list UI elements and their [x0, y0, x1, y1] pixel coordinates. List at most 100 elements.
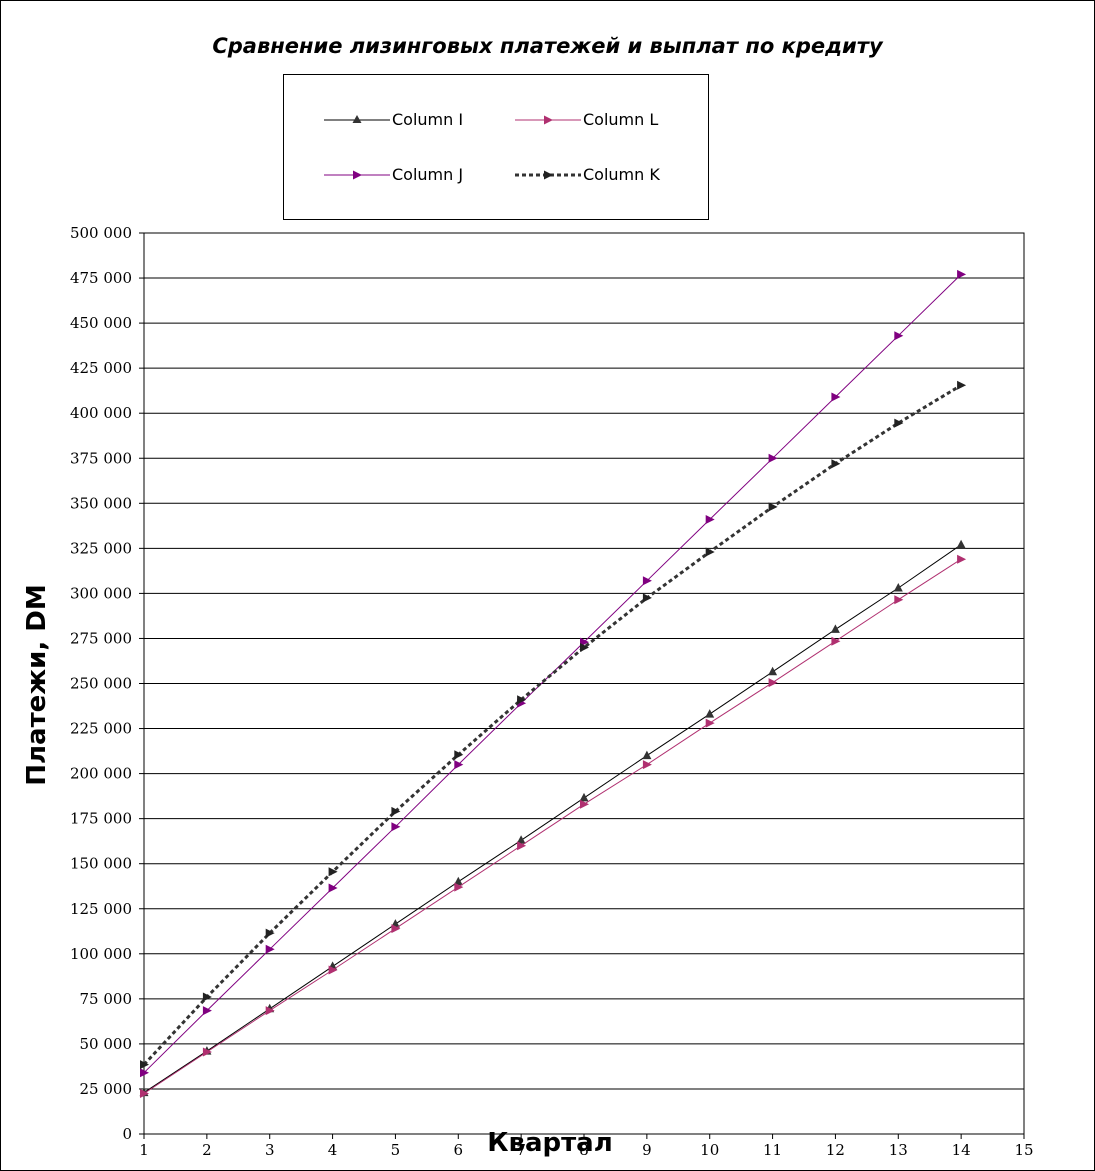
series-line-column-l — [143, 558, 962, 1094]
data-point-column-k — [391, 806, 401, 816]
legend-marker-column-l — [515, 115, 581, 125]
y-tick-label: 225 000 — [70, 720, 132, 738]
legend-label-column-j: Column J — [392, 165, 464, 184]
data-point-column-l — [957, 554, 967, 564]
data-point-column-i — [642, 750, 652, 760]
x-tick-label: 8 — [579, 1141, 589, 1159]
x-tick-label: 6 — [454, 1141, 464, 1159]
y-tick-label: 175 000 — [70, 810, 132, 828]
x-tick-label: 9 — [642, 1141, 652, 1159]
x-tick-label: 11 — [763, 1141, 782, 1159]
x-tick-label: 5 — [391, 1141, 401, 1159]
data-point-column-i — [516, 835, 526, 844]
data-point-column-k — [705, 547, 715, 557]
x-tick-label: 10 — [700, 1141, 719, 1159]
legend-marker-column-i — [324, 115, 390, 123]
data-point-column-l — [265, 1006, 275, 1016]
data-point-column-k — [957, 380, 967, 390]
y-tick-label: 125 000 — [70, 900, 132, 918]
data-point-column-l — [705, 718, 715, 728]
data-point-column-l — [328, 965, 338, 975]
y-tick-label: 350 000 — [70, 494, 132, 512]
data-point-column-j — [705, 515, 715, 524]
data-point-column-k — [328, 867, 338, 877]
data-point-column-j — [328, 883, 338, 893]
data-point-column-j — [454, 760, 464, 770]
data-point-column-k — [580, 643, 589, 652]
data-point-column-i — [830, 624, 840, 633]
data-point-column-j — [957, 269, 967, 279]
data-point-column-k — [140, 1060, 149, 1070]
y-tick-label: 475 000 — [70, 269, 132, 287]
x-tick-label: 15 — [1014, 1141, 1033, 1159]
data-point-column-j — [391, 822, 401, 832]
data-point-column-j — [202, 1006, 212, 1016]
x-tick-label: 2 — [202, 1141, 212, 1159]
y-tick-label: 300 000 — [70, 584, 132, 602]
data-point-column-k — [202, 992, 212, 1002]
y-tick-label: 75 000 — [80, 990, 133, 1008]
legend-marker-column-k — [515, 170, 581, 180]
y-tick-label: 200 000 — [70, 765, 132, 783]
x-tick-label: 14 — [952, 1141, 971, 1159]
data-point-column-l — [768, 678, 778, 688]
y-axis-label: Платежи, DM — [22, 584, 52, 786]
legend-label-column-k: Column K — [583, 165, 660, 184]
data-point-column-j — [894, 331, 904, 341]
data-point-column-i — [956, 539, 966, 549]
data-point-column-j — [265, 944, 275, 954]
y-tick-label: 25 000 — [80, 1080, 133, 1098]
y-tick-label: 150 000 — [70, 855, 132, 873]
data-point-column-l — [642, 760, 652, 770]
data-point-column-k — [831, 459, 841, 469]
x-tick-label: 12 — [826, 1141, 845, 1159]
data-point-column-i — [579, 792, 589, 802]
data-point-column-i — [893, 583, 903, 592]
y-tick-label: 50 000 — [80, 1035, 133, 1053]
x-tick-label: 13 — [889, 1141, 908, 1159]
legend-label-column-l: Column L — [583, 110, 659, 129]
x-tick-label: 4 — [328, 1141, 338, 1159]
x-tick-label: 7 — [516, 1141, 526, 1159]
y-tick-label: 250 000 — [70, 675, 132, 693]
x-axis-label: Квартал — [487, 1128, 613, 1158]
data-point-column-l — [202, 1047, 212, 1057]
legend-label-column-i: Column I — [392, 110, 464, 129]
y-tick-label: 425 000 — [70, 359, 132, 377]
data-point-column-k — [894, 418, 904, 428]
y-tick-label: 0 — [122, 1125, 132, 1143]
data-point-column-l — [831, 636, 841, 646]
data-point-column-j — [642, 576, 652, 586]
series-line-column-k — [142, 384, 962, 1066]
data-point-column-j — [831, 392, 841, 402]
chart-legend: Column I Column L Column J Column K — [283, 74, 709, 220]
series-line-column-i — [143, 544, 962, 1094]
data-point-column-l — [894, 595, 904, 605]
chart-title: Сравнение лизинговых платежей и выплат п… — [212, 34, 883, 58]
data-point-column-l — [140, 1089, 149, 1098]
x-tick-label: 1 — [139, 1141, 149, 1159]
legend-marker-column-j — [324, 170, 390, 180]
data-point-column-k — [642, 593, 652, 603]
data-point-column-k — [768, 502, 778, 512]
y-tick-label: 325 000 — [70, 539, 132, 557]
data-point-column-i — [768, 666, 778, 676]
data-point-column-l — [580, 799, 589, 809]
data-point-column-i — [705, 709, 715, 718]
y-tick-label: 400 000 — [70, 404, 132, 422]
data-point-column-k — [265, 928, 275, 938]
data-point-column-i — [453, 876, 463, 886]
y-tick-label: 375 000 — [70, 449, 132, 467]
y-tick-label: 500 000 — [70, 224, 132, 242]
y-tick-label: 100 000 — [70, 945, 132, 963]
data-point-column-l — [454, 882, 464, 892]
y-tick-label: 450 000 — [70, 314, 132, 332]
x-tick-label: 3 — [265, 1141, 275, 1159]
data-point-column-l — [391, 924, 401, 934]
series-line-column-j — [143, 274, 962, 1074]
data-point-column-k — [517, 695, 527, 705]
data-point-column-j — [140, 1068, 149, 1078]
y-tick-label: 275 000 — [70, 629, 132, 647]
data-point-column-k — [454, 750, 464, 760]
